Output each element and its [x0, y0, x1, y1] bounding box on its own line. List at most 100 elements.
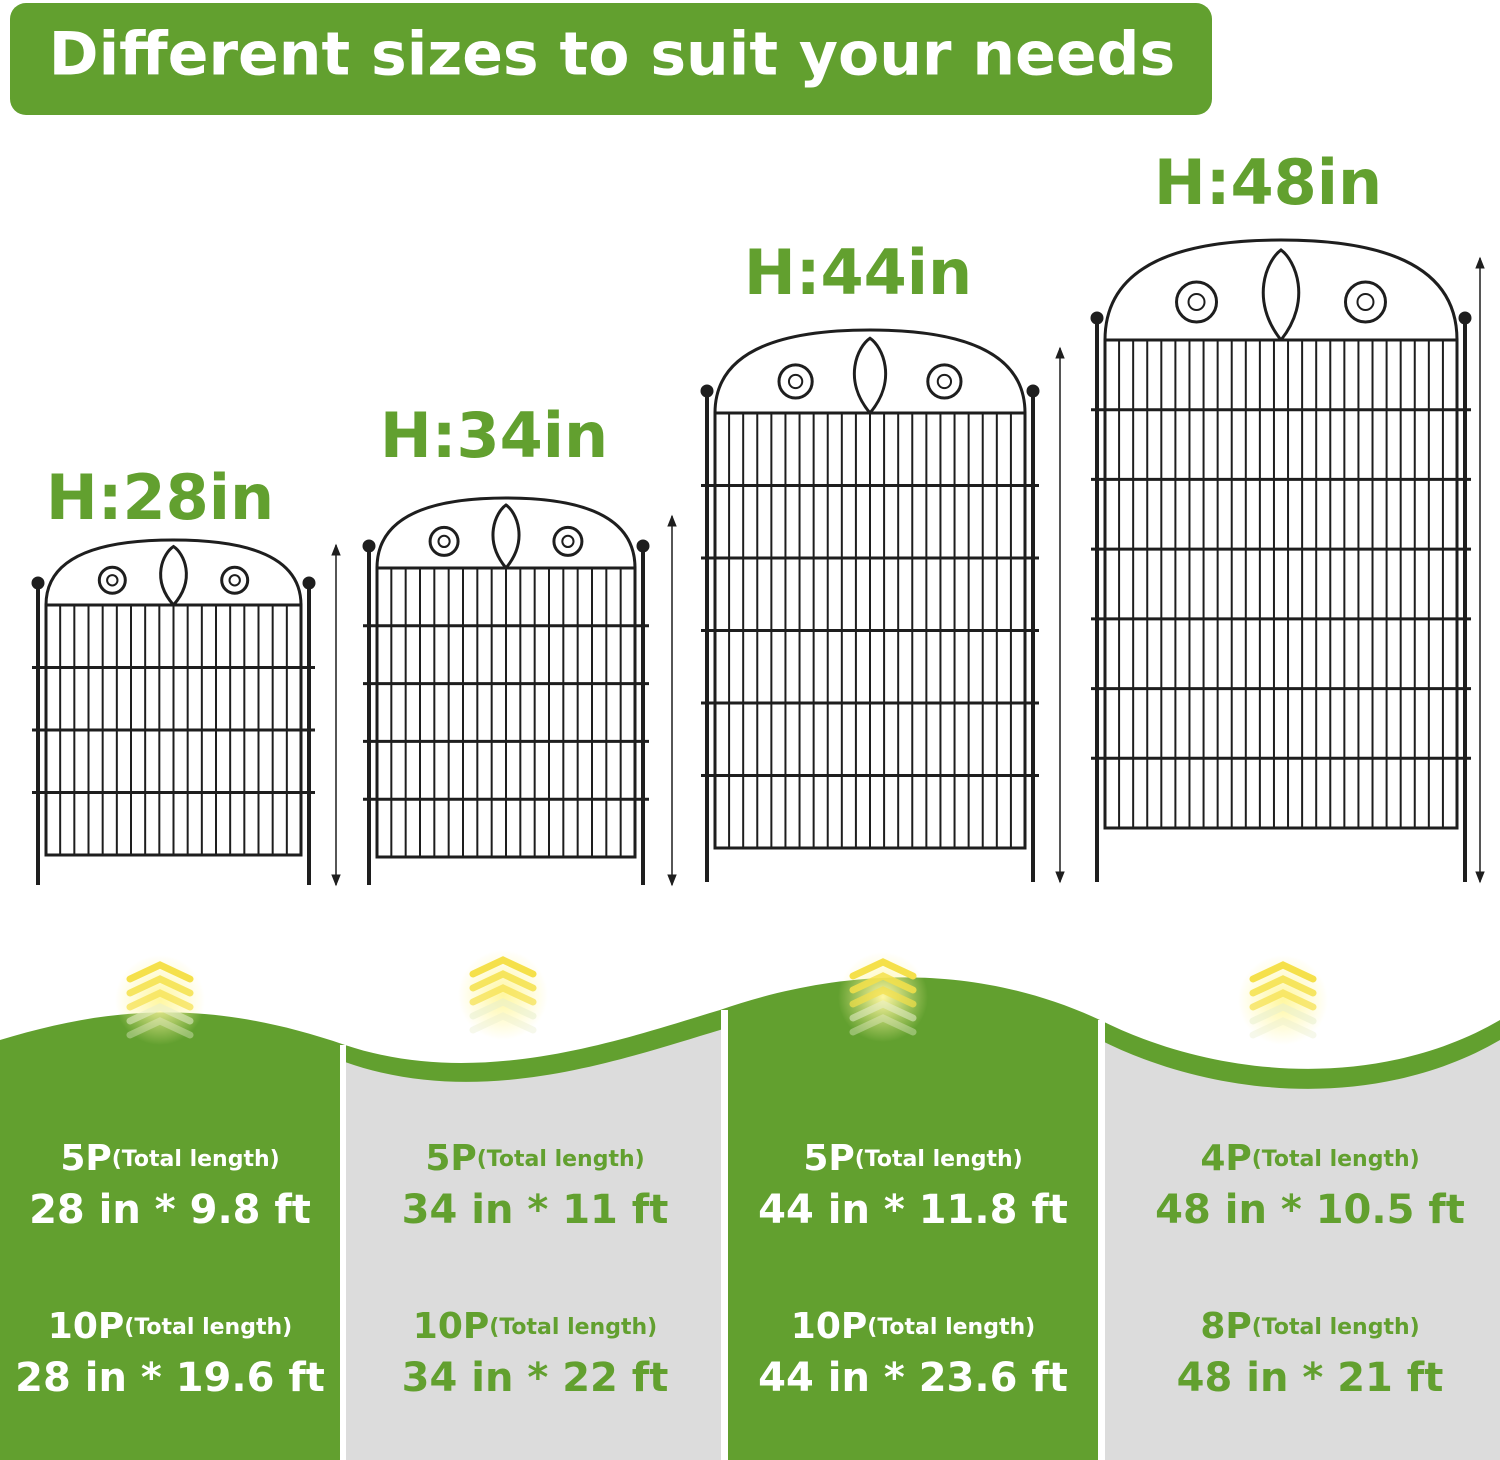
arrow-head — [1055, 346, 1065, 884]
scroll — [777, 363, 814, 400]
chevron — [469, 970, 537, 992]
chevron — [849, 1000, 917, 1022]
post-cap — [1026, 384, 1040, 398]
leaf — [1261, 248, 1301, 341]
scroll-inner — [228, 574, 241, 587]
size: 48 in * 21 ft — [1177, 1355, 1444, 1401]
divider — [721, 1010, 728, 1460]
panel — [1103, 338, 1459, 830]
arrow-head — [1475, 256, 1485, 884]
chevron — [126, 1003, 194, 1025]
chevron — [126, 1017, 194, 1039]
post-cap — [302, 576, 316, 590]
arch — [375, 496, 637, 569]
leaf — [491, 503, 521, 569]
post-cap — [1090, 311, 1104, 325]
pack-note: (Total length) — [1252, 1315, 1420, 1340]
title: Different sizes to suit your needs — [49, 20, 1175, 90]
pack: 8P — [1200, 1306, 1251, 1347]
scroll — [428, 525, 460, 557]
chevron — [469, 956, 537, 978]
chevron — [849, 1014, 917, 1036]
chevron — [469, 1012, 537, 1034]
pack-note: (Total length) — [1252, 1147, 1420, 1172]
height-label: H:44in — [744, 236, 972, 309]
divider — [1098, 1020, 1105, 1460]
pack-note: (Total length) — [124, 1315, 292, 1340]
chevron — [126, 975, 194, 997]
arch — [44, 538, 303, 606]
scroll-inner — [561, 534, 575, 549]
pack-note: (Total length) — [855, 1147, 1023, 1172]
pack-line: 10P(Total length) — [791, 1306, 1035, 1347]
pack-line: 10P(Total length) — [413, 1306, 657, 1347]
scroll — [926, 363, 963, 400]
pack-line: 4P(Total length) — [1200, 1138, 1419, 1179]
arch — [713, 328, 1027, 414]
pack-note: (Total length) — [867, 1315, 1035, 1340]
chevron — [126, 961, 194, 983]
arrow-head — [331, 543, 341, 887]
chevron — [1249, 961, 1317, 983]
scroll — [220, 565, 250, 595]
chevron — [1249, 1003, 1317, 1025]
pack: 10P — [413, 1306, 489, 1347]
pack-note: (Total length) — [112, 1147, 280, 1172]
fence — [1090, 238, 1485, 884]
pack: 5P — [425, 1138, 476, 1179]
scroll-inner — [106, 574, 119, 587]
fence — [362, 496, 677, 887]
chevron — [1249, 1017, 1317, 1039]
scroll-inner — [1356, 293, 1375, 311]
scroll — [1343, 280, 1387, 324]
size: 34 in * 11 ft — [402, 1187, 669, 1233]
leaf — [852, 336, 888, 414]
pack-note: (Total length) — [489, 1315, 657, 1340]
scroll — [97, 565, 127, 595]
size: 48 in * 10.5 ft — [1155, 1187, 1465, 1233]
scroll-inner — [936, 373, 953, 390]
fence — [700, 328, 1065, 884]
pack: 10P — [791, 1306, 867, 1347]
chevron — [469, 984, 537, 1006]
pack-line: 8P(Total length) — [1200, 1306, 1419, 1347]
pack-line: 5P(Total length) — [803, 1138, 1022, 1179]
scroll-inner — [1187, 293, 1206, 311]
chevron — [1249, 975, 1317, 997]
arrow-head — [667, 514, 677, 887]
fence — [31, 538, 341, 887]
size: 28 in * 9.8 ft — [29, 1187, 311, 1233]
pack-note: (Total length) — [477, 1147, 645, 1172]
size: 44 in * 23.6 ft — [758, 1355, 1068, 1401]
leaf — [159, 544, 188, 606]
scroll — [1175, 280, 1219, 324]
pack-line: 5P(Total length) — [60, 1138, 279, 1179]
post-cap — [362, 539, 376, 553]
arch — [1103, 238, 1459, 341]
pack: 4P — [1200, 1138, 1251, 1179]
size: 44 in * 11.8 ft — [758, 1187, 1068, 1233]
chevron — [469, 998, 537, 1020]
title-banner — [10, 3, 1212, 115]
post-cap — [31, 576, 45, 590]
size: 34 in * 22 ft — [402, 1355, 669, 1401]
scroll — [552, 525, 584, 557]
pack-line: 10P(Total length) — [48, 1306, 292, 1347]
size: 28 in * 19.6 ft — [15, 1355, 325, 1401]
chevron — [849, 986, 917, 1008]
divider — [340, 1045, 346, 1460]
scroll-inner — [787, 373, 804, 390]
chevron — [126, 989, 194, 1011]
pack-line: 5P(Total length) — [425, 1138, 644, 1179]
post-cap — [700, 384, 714, 398]
pack: 10P — [48, 1306, 124, 1347]
height-label: H:48in — [1154, 146, 1382, 219]
chevron — [849, 958, 917, 980]
chevron — [849, 972, 917, 994]
height-label: H:28in — [46, 461, 274, 534]
pack: 5P — [60, 1138, 111, 1179]
height-label: H:34in — [380, 399, 608, 472]
scroll-inner — [437, 534, 451, 549]
chevron — [1249, 989, 1317, 1011]
